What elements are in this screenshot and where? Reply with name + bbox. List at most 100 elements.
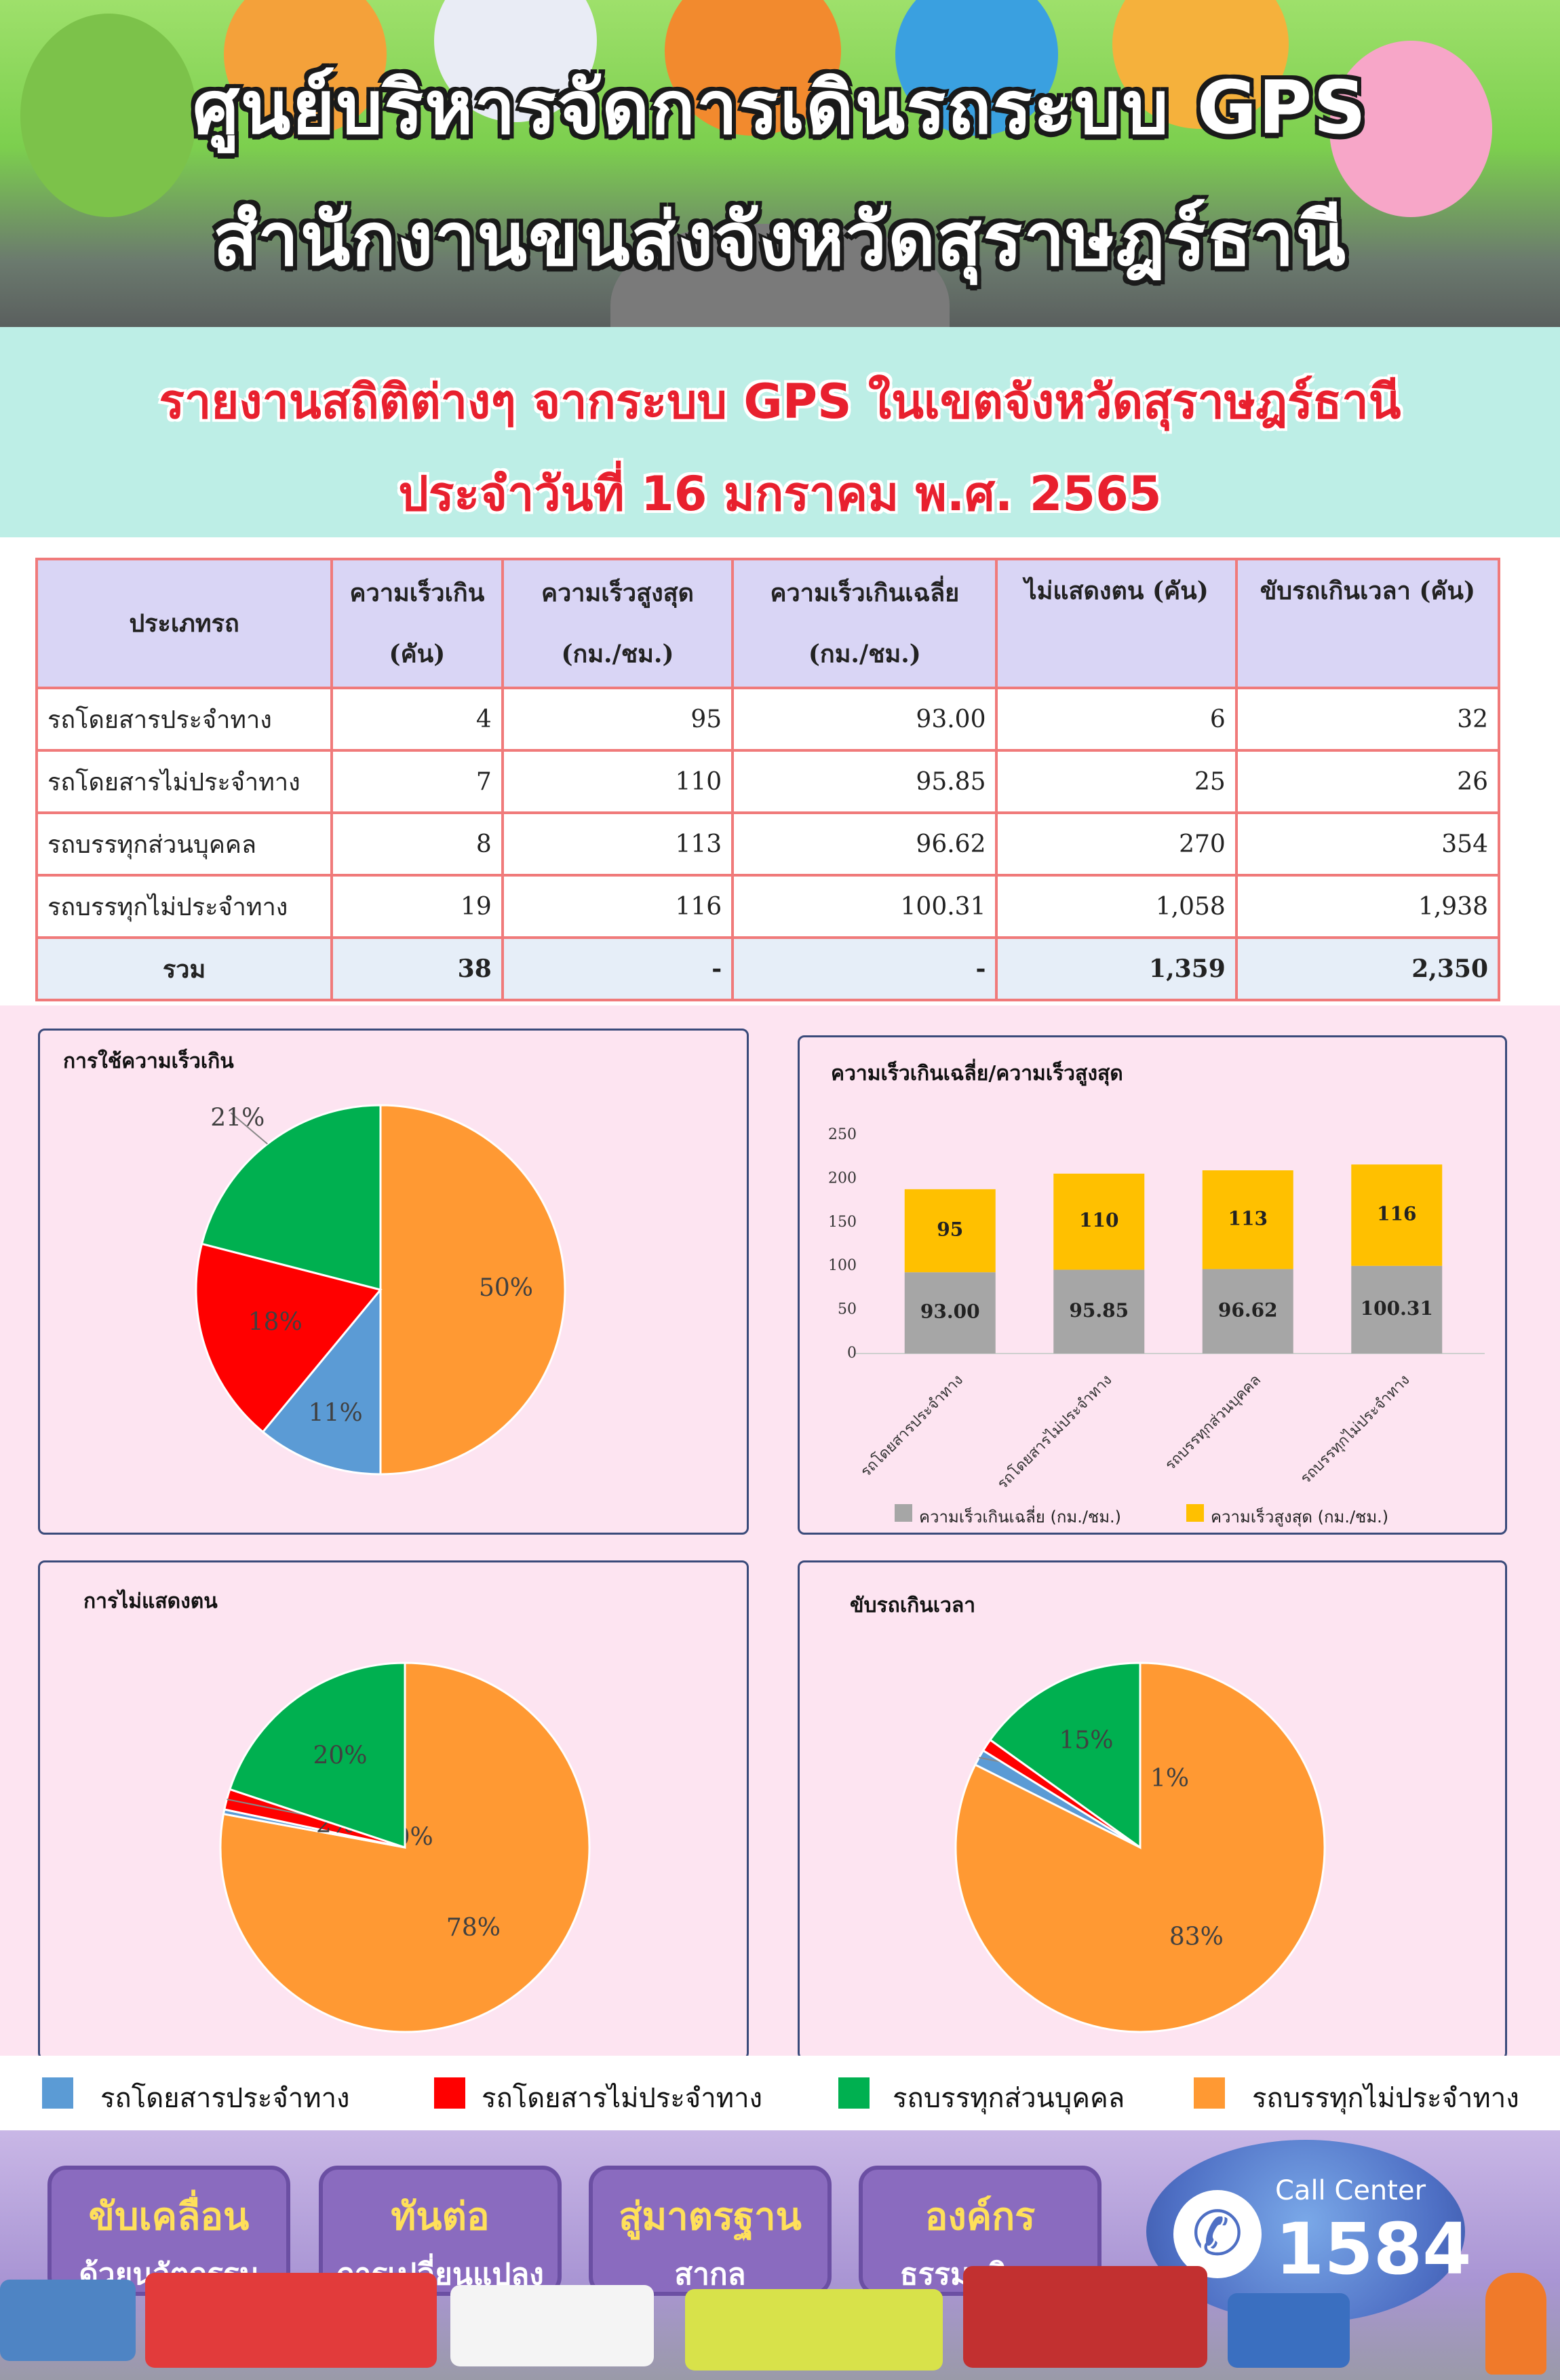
cell-overtime: 2,350	[1234, 936, 1501, 1001]
col-header-text: ความเร็วเกินเฉลี่ย	[770, 579, 960, 607]
bar-segment	[1053, 1173, 1145, 1270]
y-tick-label: 150	[828, 1214, 857, 1231]
table-row: รถโดยสารไม่ประจำทาง 7 110 95.85 25 26	[35, 749, 1501, 814]
pie-chart-overtime: 83%1%1%15%	[954, 1662, 1326, 2033]
bar-segment	[1351, 1164, 1443, 1266]
cell-type: รถบรรทุกไม่ประจำทาง	[35, 874, 334, 939]
bar-data-label: 113	[1228, 1207, 1268, 1229]
chart-panel-noid: การไม่แสดงตน 78%0%2%20%	[38, 1560, 749, 2060]
slogan-line1: สู่มาตรฐาน	[619, 2195, 802, 2239]
x-tick-label: รถโดยสารไม่ประจำทาง	[994, 1371, 1115, 1493]
report-title: รายงานสถิติต่างๆ จากระบบ GPS ในเขตจังหวั…	[159, 374, 1401, 429]
cell-overtime: 32	[1234, 687, 1501, 752]
col-header-unit: (คัน)	[389, 640, 446, 668]
report-date: ประจำวันที่ 16 มกราคม พ.ศ. 2565	[398, 466, 1162, 522]
stats-table: ประเภทรถ ความเร็วเกิน (คัน) ความเร็วสูงสุ…	[35, 558, 1501, 1001]
bar-segment	[1053, 1269, 1145, 1354]
pie-slice	[988, 1662, 1142, 1849]
col-header-type: ประเภทรถ	[35, 558, 334, 689]
slogan-line1: องค์กร	[924, 2195, 1036, 2239]
cell-avg: 93.00	[731, 687, 998, 752]
bar-segment	[904, 1189, 996, 1273]
bar-chart-speed: 0 50 100 150 200 250 93.00 95 รถโดยสารประจำทาง 95…	[828, 1126, 1485, 1527]
slogan-standard: สู่มาตรฐาน สากล	[589, 2166, 832, 2296]
bar-segment	[1202, 1170, 1293, 1269]
pie-slice	[379, 1104, 566, 1476]
col-header-text: ความเร็วเกิน	[349, 579, 485, 607]
bar-segment	[1202, 1269, 1293, 1354]
cell-noid: 1,058	[995, 874, 1238, 939]
cell-overtime: 26	[1234, 749, 1501, 814]
cell-speeding: 4	[330, 687, 504, 752]
header-title-line2: สำนักงานขนส่งจังหวัดสุราษฎร์ธานี	[213, 197, 1347, 282]
cell-overtime: 354	[1234, 811, 1501, 877]
cell-max: 110	[501, 749, 735, 814]
slogan-line1: ทันต่อ	[391, 2195, 490, 2239]
pie-slice-label: 18%	[248, 1308, 303, 1336]
cell-avg: 95.85	[731, 749, 998, 814]
legend-label: รถบรรทุกส่วนบุคคล	[893, 2083, 1125, 2114]
col-header-overtime: ขับรถเกินเวลา (คัน)	[1234, 558, 1501, 689]
header-title-line1: ศูนย์บริหารจัดการเดินรถระบบ GPS	[192, 66, 1368, 151]
col-header-max: ความเร็วสูงสุด (กม./ชม.)	[501, 558, 735, 689]
table-row: รถบรรทุกไม่ประจำทาง 19 116 100.31 1,058 …	[35, 874, 1501, 939]
col-header-unit: (กม./ชม.)	[808, 640, 921, 668]
call-center-number: 1584	[1275, 2208, 1472, 2290]
cell-noid: 6	[995, 687, 1238, 752]
cell-speeding: 38	[330, 936, 504, 1001]
col-header-speeding: ความเร็วเกิน (คัน)	[330, 558, 504, 689]
bar-data-label: 116	[1377, 1203, 1416, 1225]
legend-label: รถบรรทุกไม่ประจำทาง	[1252, 2083, 1519, 2114]
col-header-noid: ไม่แสดงตน (คัน)	[995, 558, 1238, 689]
bar-data-label: 95	[937, 1218, 963, 1241]
mascot-decoration	[224, 0, 387, 136]
x-tick-label: รถบรรทุกไม่ประจำทาง	[1297, 1371, 1413, 1488]
cell-max: 95	[501, 687, 735, 752]
taxi-icon	[685, 2289, 943, 2371]
mascot-decoration	[895, 0, 1058, 136]
mascot-decoration	[665, 0, 841, 136]
chart-title: ความเร็วเกินเฉลี่ย/ความเร็วสูงสุด	[831, 1062, 1123, 1086]
footer-banner: ขับเคลื่อน ด้วยนวัตกรรม ทันต่อ การเปลี่ย…	[0, 2130, 1560, 2380]
bus-icon	[0, 2280, 136, 2361]
x-tick-label: รถโดยสารประจำทาง	[857, 1371, 967, 1480]
legend-label: รถโดยสารไม่ประจำทาง	[482, 2083, 763, 2114]
legend-label: ความเร็วเกินเฉลี่ย (กม./ชม.)	[919, 1505, 1121, 1527]
bus-icon	[145, 2273, 437, 2368]
cell-noid: 270	[995, 811, 1238, 877]
cell-noid: 25	[995, 749, 1238, 814]
col-header-text: ความเร็วสูงสุด	[541, 579, 694, 607]
header-banner: ศูนย์บริหารจัดการเดินรถระบบ GPS สำนักงาน…	[0, 0, 1560, 327]
pie-slice-label: 11%	[309, 1399, 363, 1427]
call-center-label: Call Center	[1275, 2175, 1426, 2206]
bar-data-label: 96.62	[1218, 1299, 1278, 1321]
bar-segment	[1351, 1265, 1443, 1354]
legend-swatch-blue	[42, 2077, 73, 2109]
legend-swatch	[895, 1504, 912, 1522]
chart-panel-overtime: ขับรถเกินเวลา 83%1%1%15%	[798, 1560, 1507, 2060]
cell-max: 113	[501, 811, 735, 877]
pie-slice	[954, 1662, 1326, 2033]
pie-chart-noid: 78%0%2%20%	[219, 1662, 591, 2033]
cell-speeding: 8	[330, 811, 504, 877]
cell-type: รถโดยสารไม่ประจำทาง	[35, 749, 334, 814]
bar-segment	[904, 1272, 996, 1354]
legend-swatch-green	[838, 2077, 870, 2109]
mascot-decoration	[20, 14, 197, 217]
y-tick-label: 200	[828, 1170, 857, 1187]
table-total-row: รวม 38 - - 1,359 2,350	[35, 936, 1501, 1001]
truck-icon	[963, 2266, 1207, 2368]
chart-title: ขับรถเกินเวลา	[850, 1594, 976, 1617]
pie-slice	[195, 1242, 383, 1434]
vehicle-type-legend: รถโดยสารประจำทาง รถโดยสารไม่ประจำทาง รถบ…	[0, 2056, 1560, 2130]
bar-data-label: 100.31	[1361, 1297, 1433, 1320]
cell-avg: 100.31	[731, 874, 998, 939]
table-row: รถบรรทุกส่วนบุคคล 8 113 96.62 270 354	[35, 811, 1501, 877]
cell-noid: 1,359	[995, 936, 1238, 1001]
x-tick-label: รถบรรทุกส่วนบุคคล	[1162, 1372, 1264, 1474]
bar-data-label: 110	[1079, 1209, 1118, 1231]
y-tick-label: 250	[828, 1126, 857, 1143]
pie-slice	[261, 1286, 382, 1476]
cell-overtime: 1,938	[1234, 874, 1501, 939]
cell-max: 116	[501, 874, 735, 939]
